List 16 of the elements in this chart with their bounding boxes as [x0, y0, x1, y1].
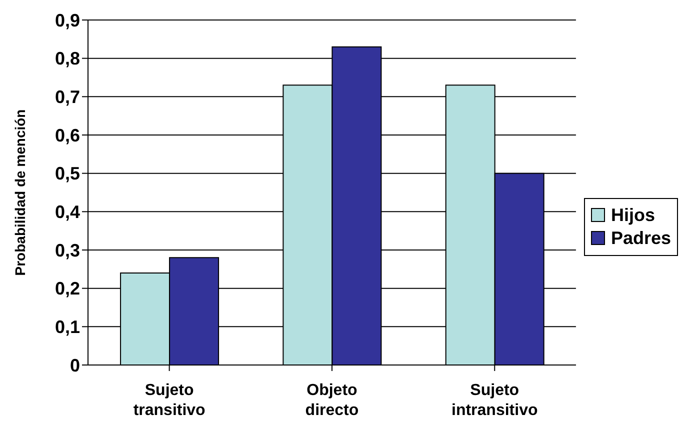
x-tick-label: Sujeto intransitivo	[452, 382, 538, 419]
y-tick-label: 0,3	[54, 240, 80, 260]
y-tick-label: 0,8	[54, 48, 80, 69]
y-tick-label: 0,9	[54, 10, 80, 30]
y-tick-label: 0,1	[54, 317, 80, 338]
y-tick-label: 0	[70, 355, 80, 376]
y-tick-label: 0,5	[54, 164, 80, 184]
y-tick-label: 0,4	[54, 202, 80, 222]
y-tick-label: 0,6	[54, 125, 80, 146]
legend-label: Padres	[610, 228, 671, 248]
y-tick-label: 0,7	[54, 87, 80, 108]
legend-label: Hijos	[610, 204, 655, 226]
y-tick-label: 0,2	[54, 278, 80, 299]
x-tick-label: Sujeto transitivo	[133, 382, 206, 419]
x-tick-label: Objeto directo	[305, 382, 359, 419]
y-axis-title: Probabilidad de mención	[12, 109, 28, 276]
